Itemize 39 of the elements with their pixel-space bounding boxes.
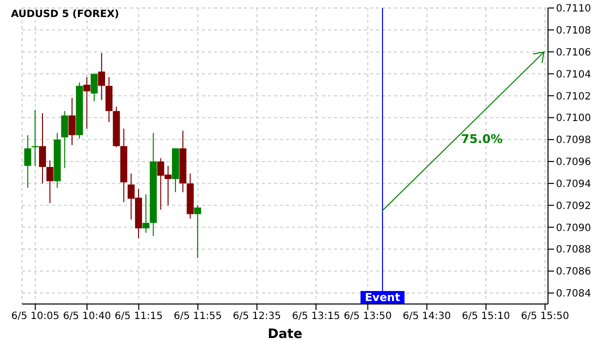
x-tick-label: 6/5 11:55 [174,311,222,322]
y-tick-label: 0.7096 [556,157,591,168]
y-tick-label: 0.7104 [556,69,591,80]
y-tick-label: 0.7098 [556,135,591,146]
x-tick-label: 6/5 10:05 [11,311,60,322]
annotation: 75.0% [461,132,503,146]
candlestick [24,134,32,188]
x-tick-label: 6/5 15:10 [462,311,510,322]
candlestick [142,194,150,234]
y-tick-label: 0.7094 [556,178,591,190]
chart-title: AUDUSD 5 (FOREX) [11,9,120,20]
y-tick-label: 0.7108 [556,25,591,36]
ref-line-label: Event [364,291,400,304]
x-tick-label: 6/5 13:50 [344,311,392,322]
candlestick [90,73,98,102]
x-tick-label: 6/5 13:15 [292,311,340,322]
candlestick [194,204,202,258]
x-tick-label: 6/5 15:50 [521,311,570,322]
x-tick-label: 6/5 12:35 [232,311,281,322]
y-tick-label: 0.7092 [556,200,591,212]
x-axis-title: Date [268,327,302,340]
y-tick-label: 0.7100 [556,113,591,124]
x-tick-label: 6/5 10:40 [62,311,112,322]
candlestick [61,110,68,169]
candlestick [68,97,76,146]
candlestick [32,109,39,166]
x-tick-label: 6/5 11:15 [114,311,163,322]
y-tick-label: 0.7090 [556,222,591,234]
candlestick [98,52,106,101]
y-tick-label: 0.7088 [556,244,591,256]
candlestick [83,76,90,130]
y-tick-label: 0.7086 [556,266,591,278]
candlestick [38,112,46,184]
y-tick-label: 0.7084 [556,288,591,300]
y-tick-label: 0.7106 [556,47,591,58]
y-tick-label: 0.7110 [556,4,591,15]
candlestick [46,160,54,204]
x-tick-label: 6/5 14:30 [402,311,451,322]
y-tick-label: 0.7102 [556,91,591,102]
